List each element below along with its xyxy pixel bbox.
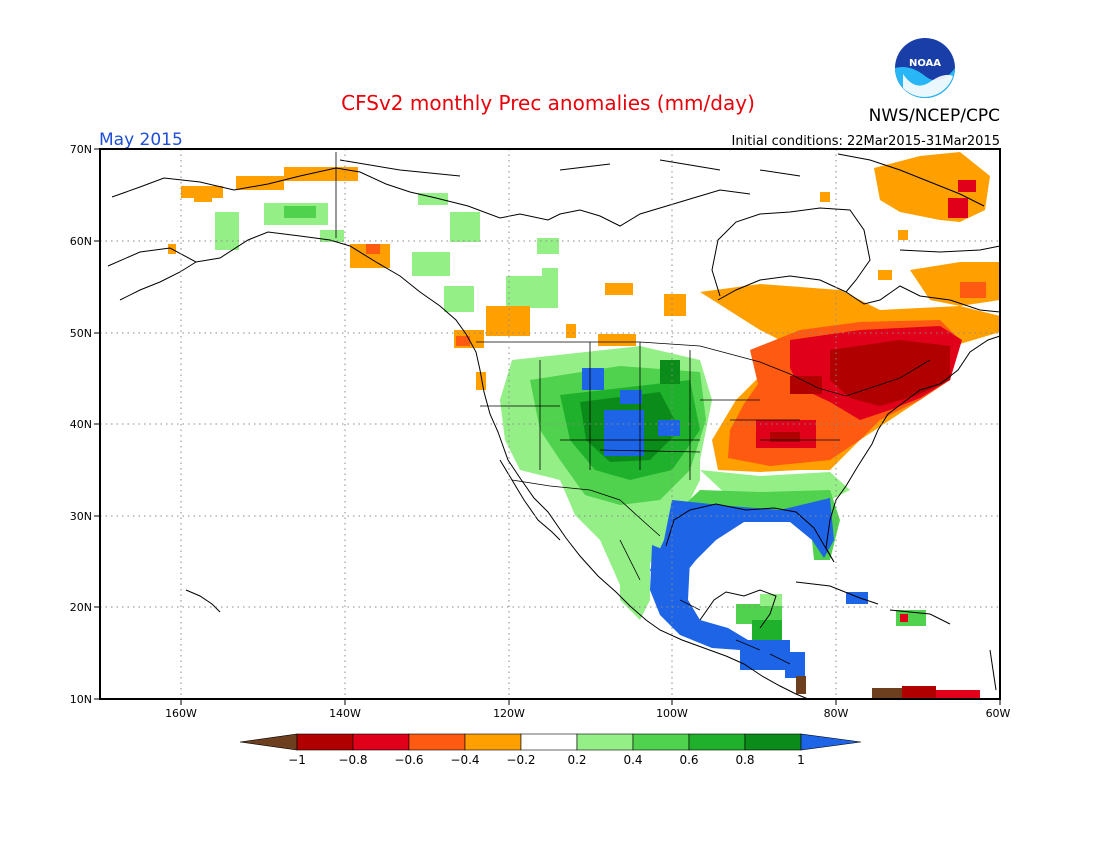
lon-tick-label: 100W xyxy=(656,707,688,720)
initial-conditions-label: Initial conditions: 22Mar2015-31Mar2015 xyxy=(732,134,1001,149)
colorbar-tick-label: −1 xyxy=(288,753,306,767)
colorbar-bin xyxy=(576,733,634,751)
colorbar-tick-label: 0.8 xyxy=(735,753,754,767)
lon-tick-label: 80W xyxy=(824,707,849,720)
colorbar-bin xyxy=(296,733,354,751)
lat-tick-label: 10N xyxy=(70,693,92,706)
lat-tick-label: 60N xyxy=(70,235,92,248)
colorbar-tick-label: 0.2 xyxy=(567,753,586,767)
political-borders xyxy=(335,152,931,665)
lon-tick-label: 60W xyxy=(986,707,1011,720)
colorbar-low-arrow xyxy=(239,733,298,751)
lon-tick-label: 160W xyxy=(165,707,197,720)
colorbar-tick-label: 0.4 xyxy=(623,753,642,767)
month-label: May 2015 xyxy=(99,130,183,150)
tick-marks xyxy=(94,148,1001,705)
colorbar-tick-label: −0.2 xyxy=(506,753,535,767)
colorbar-bin xyxy=(632,733,690,751)
lat-tick-label: 50N xyxy=(70,327,92,340)
gridlines xyxy=(100,149,1000,699)
noaa-logo: NOAA xyxy=(895,38,955,98)
agency-label: NWS/NCEP/CPC xyxy=(869,106,1000,126)
lon-tick-labels: 160W 140W 120W 100W 80W 60W xyxy=(165,707,1010,720)
colorbar-bin xyxy=(744,733,802,751)
figure-title: CFSv2 monthly Prec anomalies (mm/day) xyxy=(341,91,755,115)
colorbar-bin xyxy=(520,733,578,751)
colorbar-bin xyxy=(352,733,410,751)
colorbar-high-arrow xyxy=(800,733,862,751)
lon-tick-label: 120W xyxy=(493,707,525,720)
lat-tick-label: 40N xyxy=(70,418,92,431)
coastlines xyxy=(107,153,1001,700)
colorbar-bin xyxy=(464,733,522,751)
lat-tick-label: 70N xyxy=(70,143,92,156)
colorbar-tick-label: −0.8 xyxy=(338,753,367,767)
colorbar-tick-label: 1 xyxy=(797,753,805,767)
noaa-logo-text: NOAA xyxy=(909,58,941,69)
lat-tick-labels: 70N 60N 50N 40N 30N 20N 10N xyxy=(70,143,92,706)
colorbar-bin xyxy=(408,733,466,751)
lat-tick-label: 20N xyxy=(70,601,92,614)
colorbar-tick-label: −0.4 xyxy=(450,753,479,767)
colorbar-tick-label: 0.6 xyxy=(679,753,698,767)
lat-tick-label: 30N xyxy=(70,510,92,523)
colorbar: −1 −0.8 −0.6 −0.4 −0.2 0.2 0.4 0.6 0.8 1 xyxy=(239,733,862,767)
map-panel: 160W 140W 120W 100W 80W 60W 70N 60N 50N … xyxy=(70,143,1011,720)
colorbar-tick-label: −0.6 xyxy=(394,753,423,767)
colorbar-bin xyxy=(688,733,746,751)
lon-tick-label: 140W xyxy=(329,707,361,720)
